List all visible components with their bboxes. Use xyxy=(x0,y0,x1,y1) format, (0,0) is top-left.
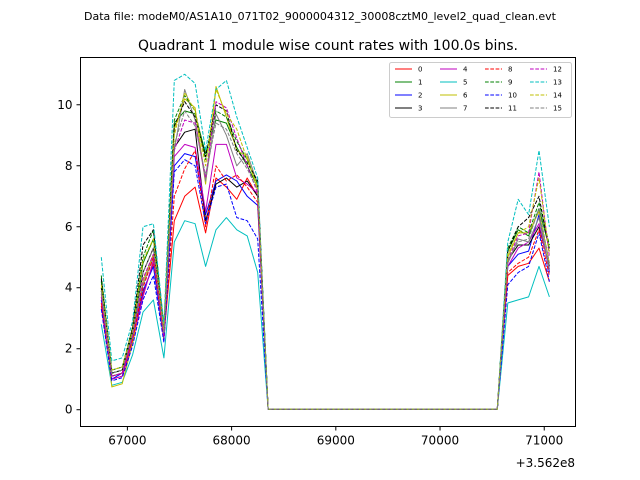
chart-title: Quadrant 1 module wise count rates with … xyxy=(138,38,518,54)
x-tick-label: 71000 xyxy=(525,434,563,448)
axes-frame xyxy=(80,57,576,427)
legend-label-8: 8 xyxy=(508,66,512,74)
legend-label-0: 0 xyxy=(418,66,422,74)
x-offset-label: +3.562e8 xyxy=(516,456,575,470)
series-layer xyxy=(100,73,550,410)
data-file-suptitle: Data file: modeM0/AS1A10_071T02_90000043… xyxy=(84,10,557,23)
legend-label-12: 12 xyxy=(553,66,562,74)
legend-label-3: 3 xyxy=(418,105,422,113)
legend-label-11: 11 xyxy=(508,105,517,113)
x-axis: 67000 68000 69000 70000 71000 xyxy=(108,426,563,448)
legend-label-15: 15 xyxy=(553,105,562,113)
legend-label-5: 5 xyxy=(463,79,467,87)
series-line-13 xyxy=(100,73,550,410)
legend-label-13: 13 xyxy=(553,79,562,87)
y-tick-label: 2 xyxy=(65,342,73,356)
legend-label-1: 1 xyxy=(418,79,422,87)
y-axis: 0 2 4 6 8 10 xyxy=(57,98,81,417)
plot-area xyxy=(80,57,576,427)
legend-box xyxy=(389,62,572,118)
legend-label-2: 2 xyxy=(418,92,422,100)
y-tick-label: 10 xyxy=(57,98,72,112)
legend-label-6: 6 xyxy=(463,92,468,100)
legend-label-9: 9 xyxy=(508,79,512,87)
y-tick-label: 0 xyxy=(65,403,73,417)
legend-label-7: 7 xyxy=(463,105,467,113)
x-tick-label: 67000 xyxy=(108,434,146,448)
x-tick-label: 69000 xyxy=(317,434,355,448)
legend-label-4: 4 xyxy=(463,66,468,74)
x-tick-label: 70000 xyxy=(421,434,459,448)
legend-label-14: 14 xyxy=(553,92,562,100)
y-tick-label: 8 xyxy=(65,159,73,173)
y-tick-label: 6 xyxy=(65,220,73,234)
x-tick-label: 68000 xyxy=(213,434,251,448)
series-line-15 xyxy=(100,110,550,410)
legend-label-10: 10 xyxy=(508,92,517,100)
y-tick-label: 4 xyxy=(65,281,73,295)
